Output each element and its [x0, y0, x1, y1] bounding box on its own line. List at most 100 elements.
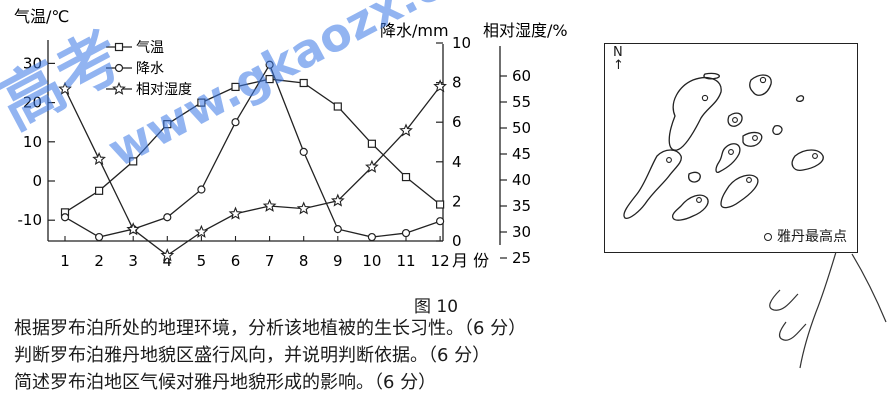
x-tick-label: 12: [431, 252, 450, 270]
data-point-square: [299, 78, 308, 88]
data-point-star: [194, 224, 209, 238]
handwritten-sketch: [769, 251, 887, 369]
left-tick-label: -10: [18, 211, 43, 229]
right1-tick-label: 6: [452, 113, 462, 131]
x-tick-label: 7: [265, 252, 275, 270]
landform-shape: [742, 131, 763, 147]
question-2: 判断罗布泊雅丹地貌区盛行风向，并说明判断依据。（6 分）: [14, 345, 491, 366]
data-point-square: [231, 82, 240, 92]
highest-point-marker: [696, 197, 702, 203]
map-legend-label: 雅丹最高点: [777, 229, 847, 245]
data-point-circle: [333, 225, 342, 234]
right2-tick-label: 40: [512, 171, 531, 189]
x-axis-unit: 月 份: [452, 251, 489, 270]
data-point-square: [265, 74, 274, 84]
data-point-circle: [231, 118, 240, 127]
x-tick-label: 10: [362, 252, 381, 270]
question-3: 简述罗布泊地区气候对雅丹地貌形成的影响。（6 分）: [14, 372, 437, 393]
data-point-circle: [60, 213, 70, 222]
landform-shape: [703, 72, 720, 80]
north-arrow: N ↑: [613, 46, 624, 72]
data-point-square: [367, 139, 376, 148]
legend-marker-circle: [114, 63, 124, 73]
highest-point-marker: [666, 157, 672, 163]
x-tick-label: 1: [60, 252, 70, 270]
data-point-star: [160, 248, 175, 262]
landform-shape: [671, 194, 709, 221]
x-tick-label: 6: [231, 252, 241, 270]
highest-point-icon: [764, 233, 772, 241]
right2-tick-label: 25: [512, 249, 531, 267]
landform-shape: [795, 95, 805, 102]
legend-label: 降水: [136, 61, 164, 77]
series-line-star: [64, 86, 441, 257]
question-1: 根据罗布泊所处的地理环境，分析该地植被的生长习性。（6 分）: [14, 318, 527, 339]
legend-label: 气温: [136, 40, 164, 56]
highest-point-marker: [728, 149, 734, 155]
landform-shape: [749, 74, 772, 96]
highest-point-marker: [701, 94, 709, 102]
right2-axis-title: 相对湿度/%: [483, 21, 568, 40]
landform-shape: [791, 149, 824, 171]
data-point-square: [401, 172, 411, 182]
data-point-square: [163, 120, 172, 129]
data-point-star: [92, 151, 106, 166]
legend-marker-square: [114, 42, 124, 52]
figure-caption: 图 10: [414, 297, 459, 317]
right1-axis-title: 降水/mm: [380, 21, 449, 40]
right2-tick-label: 60: [512, 67, 531, 85]
data-point-star: [330, 193, 345, 207]
x-tick-label: 11: [396, 252, 415, 270]
data-point-star: [365, 159, 379, 173]
right1-tick-label: 0: [452, 232, 462, 250]
right1-tick-label: 2: [452, 192, 462, 210]
right1-tick-label: 10: [452, 34, 471, 52]
x-tick-label: 2: [94, 252, 104, 270]
right2-tick-label: 45: [512, 145, 531, 163]
right1-tick-label: 4: [452, 153, 462, 171]
series-line-square: [64, 78, 441, 213]
data-point-star: [126, 222, 141, 236]
left-axis-title: 气温/℃: [14, 7, 69, 26]
landform-shape: [688, 171, 701, 183]
data-point-circle: [299, 147, 308, 156]
data-point-square: [94, 186, 104, 195]
right2-tick-label: 35: [512, 197, 531, 215]
right2-tick-label: 55: [512, 93, 531, 111]
yardang-landforms: [623, 72, 824, 221]
landform-shape: [668, 77, 722, 151]
landform-shape: [623, 149, 682, 219]
landform-shape: [727, 112, 743, 127]
legend-label: 相对湿度: [136, 82, 192, 98]
north-arrow-icon: ↑: [613, 58, 624, 73]
right2-tick-label: 50: [512, 119, 531, 137]
data-point-star: [58, 81, 72, 95]
yardang-map: N ↑ 雅丹最高点: [604, 43, 858, 253]
data-point-circle: [265, 60, 274, 69]
right1-tick-label: 8: [452, 74, 462, 92]
data-point-star: [296, 201, 311, 215]
data-point-star: [433, 79, 447, 93]
data-point-star: [399, 123, 413, 137]
highest-point-marker: [759, 76, 767, 84]
left-tick-label: 20: [23, 94, 42, 112]
data-point-square: [333, 102, 342, 111]
data-point-circle: [163, 213, 172, 222]
data-point-circle: [401, 228, 411, 238]
left-tick-label: 30: [23, 54, 42, 72]
highest-point-marker: [732, 117, 738, 123]
highest-point-marker: [752, 135, 758, 141]
data-point-circle: [197, 185, 206, 194]
highest-point-marker: [746, 177, 752, 183]
x-tick-label: 5: [197, 252, 207, 270]
landform-shape: [715, 143, 741, 174]
data-point-circle: [367, 232, 376, 242]
left-tick-label: 10: [23, 133, 42, 151]
highest-point-marker: [812, 153, 818, 159]
data-point-circle: [436, 217, 445, 226]
north-label: N: [613, 45, 623, 60]
right2-tick-label: 30: [512, 223, 531, 241]
data-point-circle: [94, 232, 104, 242]
data-point-square: [197, 98, 206, 107]
